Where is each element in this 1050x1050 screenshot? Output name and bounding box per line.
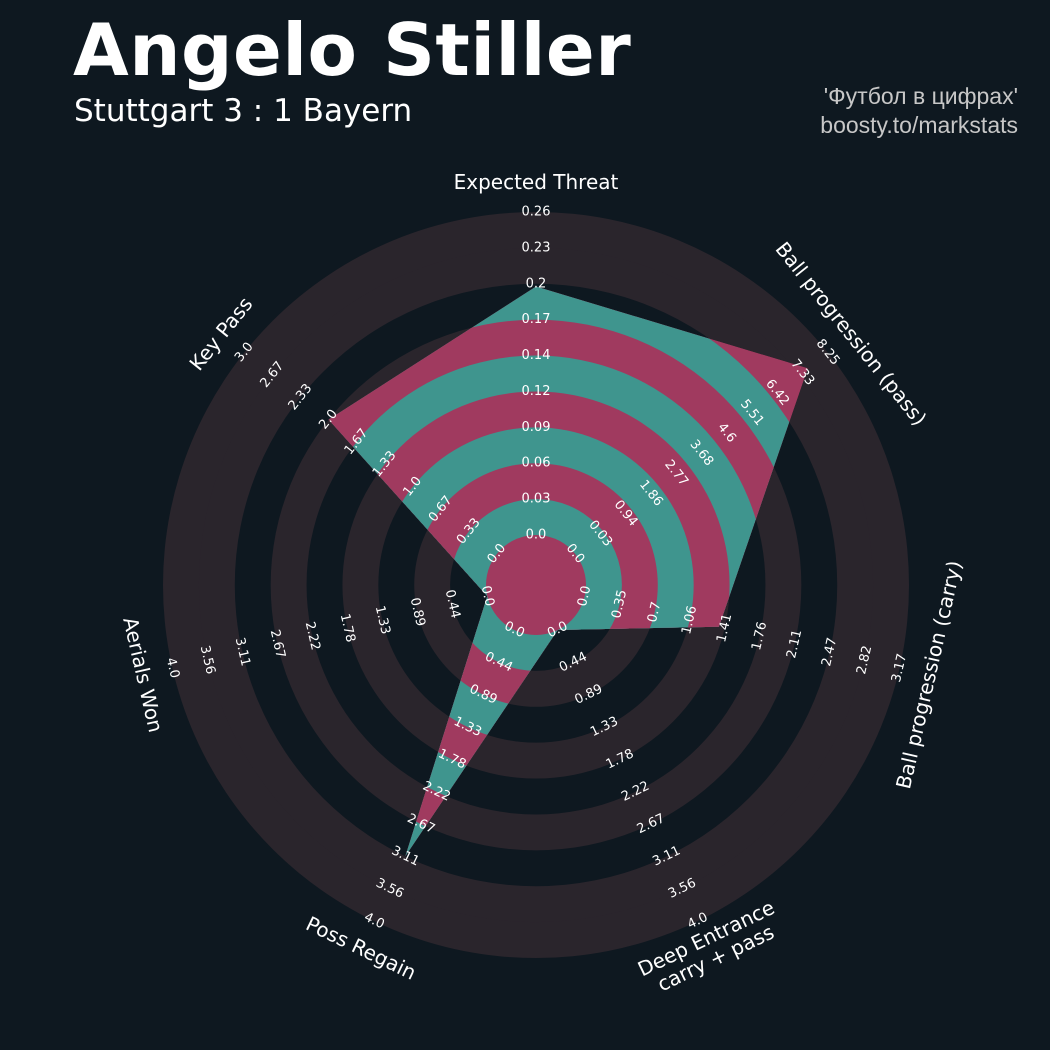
player-band (486, 535, 586, 635)
tick-label-ball-progression-carry: 2.11 (784, 628, 805, 660)
tick-label-expected-threat: 0.09 (522, 420, 551, 435)
tick-label-expected-threat: 0.2 (526, 276, 547, 291)
tick-label-ball-progression-carry: 1.06 (679, 604, 700, 636)
tick-label-aerials-won: 0.44 (442, 588, 463, 620)
tick-label-expected-threat: 0.14 (522, 348, 551, 363)
credit-line-1: 'Футбол в цифрах' (823, 83, 1018, 109)
tick-label-aerials-won: 1.33 (372, 604, 393, 636)
tick-label-aerials-won: 0.89 (407, 596, 428, 628)
tick-label-expected-threat: 0.26 (522, 205, 551, 220)
tick-label-aerials-won: 4.0 (163, 656, 182, 680)
tick-label-ball-progression-carry: 1.76 (749, 620, 770, 652)
tick-label-expected-threat: 0.06 (522, 456, 551, 471)
tick-label-expected-threat: 0.12 (522, 384, 551, 399)
tick-label-ball-progression-carry: 1.41 (714, 612, 735, 644)
tick-label-aerials-won: 3.56 (197, 644, 218, 676)
tick-label-ball-progression-carry: 0.0 (575, 584, 594, 608)
tick-label-aerials-won: 2.22 (302, 620, 323, 652)
credit-line-2: boosty.to/markstats (820, 112, 1018, 138)
axis-label-aerials-won: Aerials Won (118, 615, 168, 735)
tick-label-aerials-won: 1.78 (337, 612, 358, 644)
tick-label-aerials-won: 0.0 (478, 584, 497, 608)
tick-label-expected-threat: 0.0 (526, 528, 547, 543)
tick-label-aerials-won: 3.11 (232, 636, 253, 668)
match-subtitle: Stuttgart 3 : 1 Bayern (74, 93, 413, 129)
credit-block: 'Футбол в цифрах' boosty.to/markstats (820, 82, 1018, 140)
tick-label-aerials-won: 2.67 (267, 628, 288, 660)
axis-label-expected-threat: Expected Threat (454, 170, 619, 194)
tick-label-ball-progression-carry: 3.17 (889, 652, 910, 684)
tick-label-ball-progression-carry: 0.7 (645, 600, 664, 624)
tick-label-expected-threat: 0.23 (522, 240, 551, 255)
tick-label-ball-progression-carry: 2.47 (819, 636, 840, 668)
page-title: Angelo Stiller (73, 8, 632, 92)
tick-label-expected-threat: 0.03 (522, 492, 551, 507)
tick-label-expected-threat: 0.17 (522, 312, 551, 327)
tick-label-ball-progression-carry: 2.82 (854, 644, 875, 676)
tick-label-ball-progression-carry: 0.35 (609, 588, 630, 620)
